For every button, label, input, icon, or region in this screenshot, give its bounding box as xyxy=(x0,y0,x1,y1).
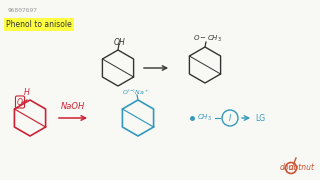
Text: Phenol to anisole: Phenol to anisole xyxy=(6,20,72,29)
Text: $O^{(-)}Na^+$: $O^{(-)}Na^+$ xyxy=(122,88,150,97)
Text: OH: OH xyxy=(114,38,126,47)
Text: $O-CH_3$: $O-CH_3$ xyxy=(193,34,221,44)
Text: NaOH: NaOH xyxy=(61,102,85,111)
Text: d: d xyxy=(289,163,293,172)
Text: $CH_3$: $CH_3$ xyxy=(197,113,212,123)
Text: 96807697: 96807697 xyxy=(8,8,38,13)
Text: H: H xyxy=(24,87,30,96)
Text: LG: LG xyxy=(255,114,265,123)
Text: I: I xyxy=(229,114,231,123)
Text: doubtnut: doubtnut xyxy=(280,163,315,172)
Text: O: O xyxy=(17,98,23,107)
